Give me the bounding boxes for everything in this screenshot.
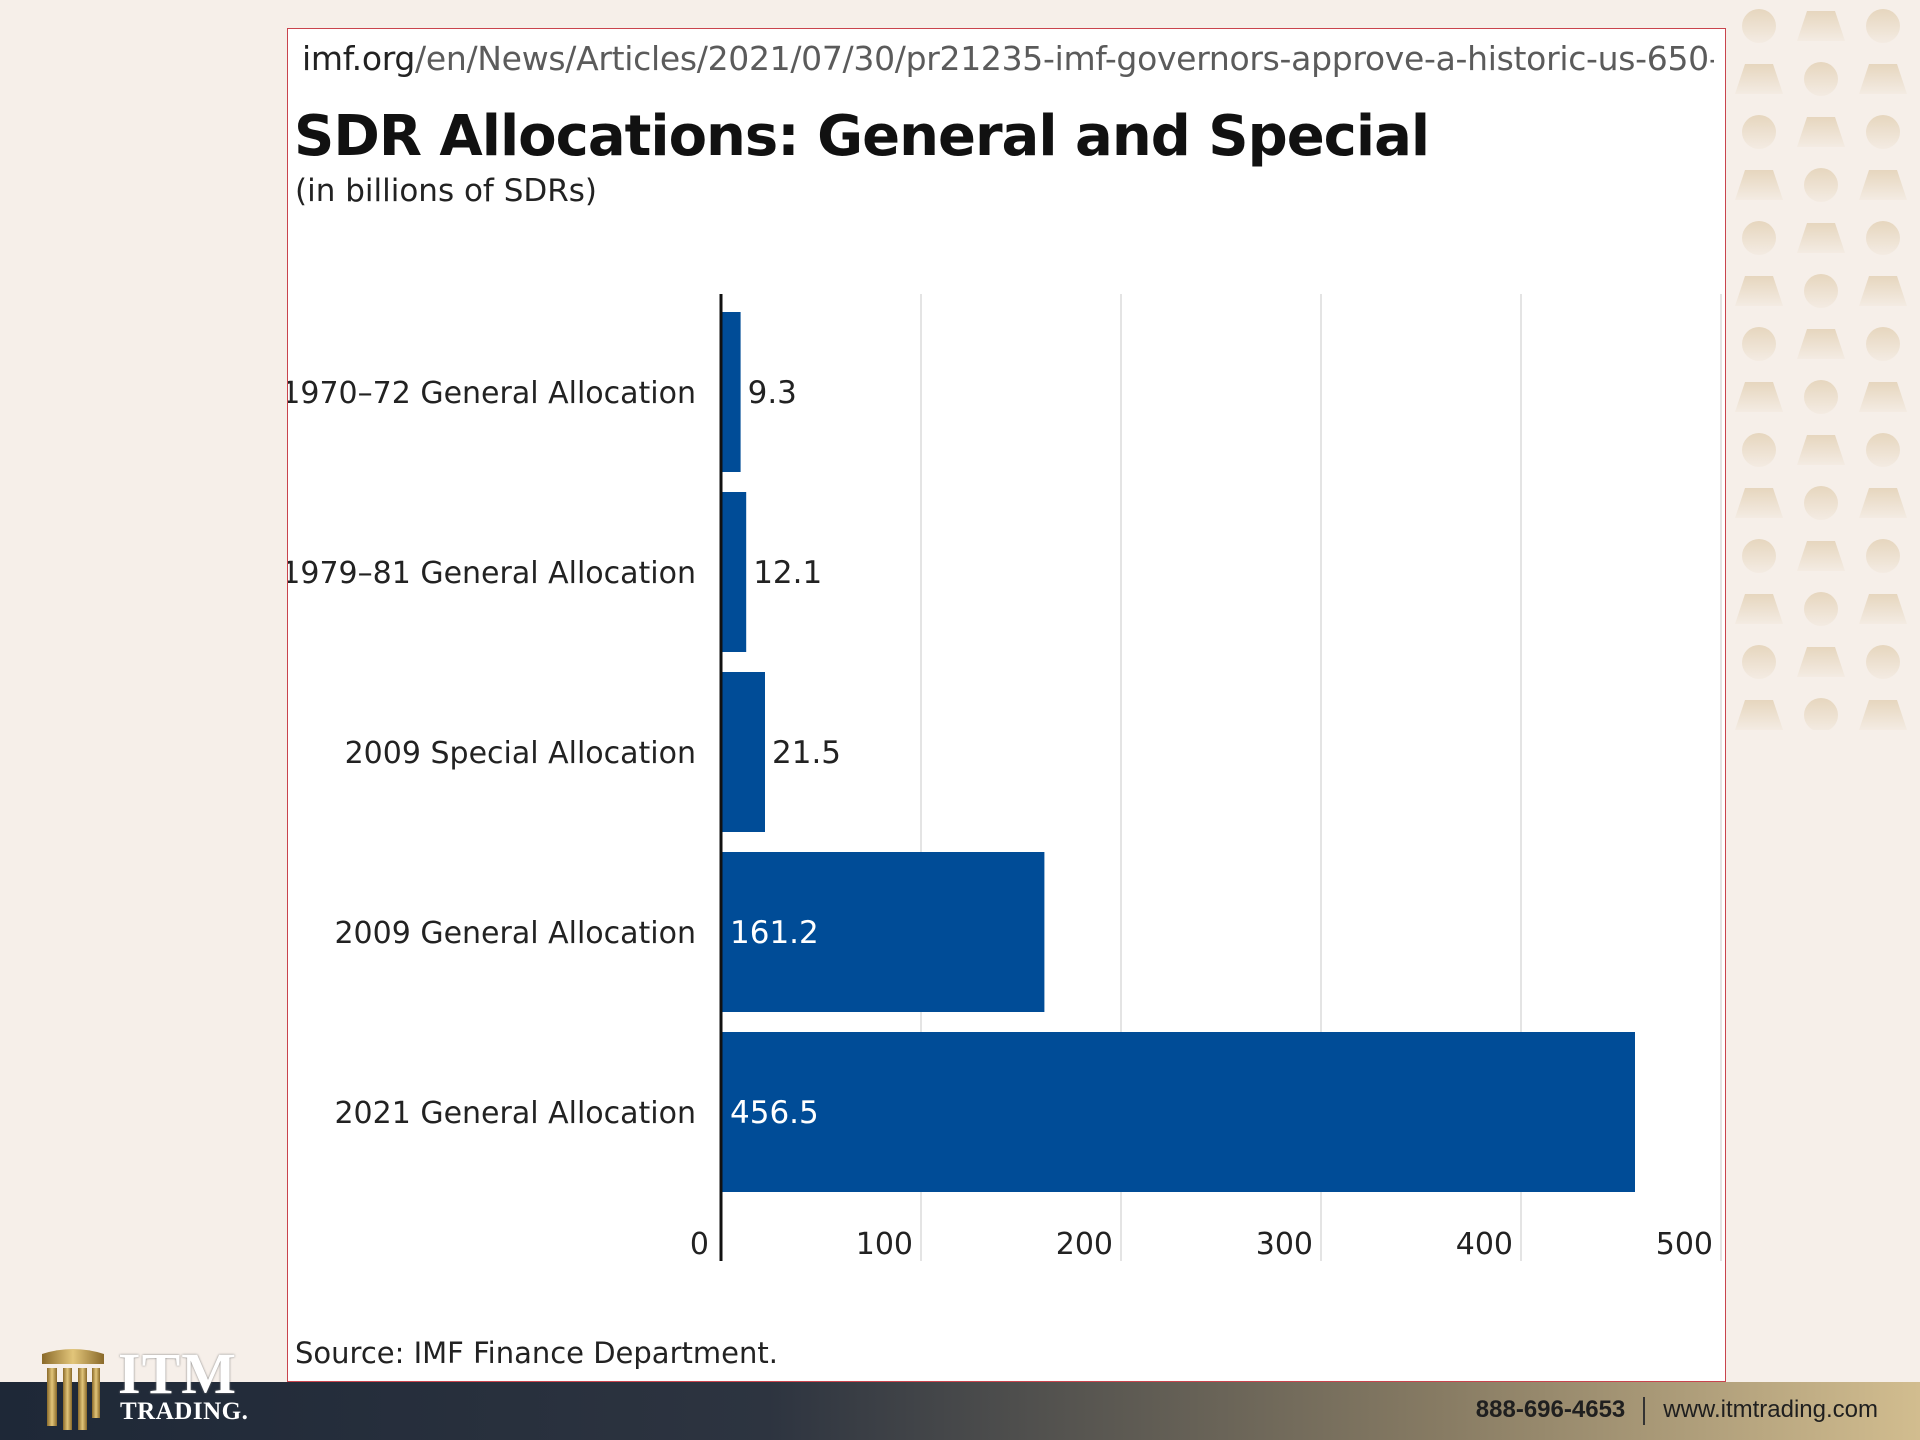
x-tick-label: 500 (1656, 1227, 1713, 1262)
category-label: 1970–72 General Allocation (288, 376, 696, 411)
divider (1643, 1396, 1646, 1425)
bar (722, 852, 1045, 1012)
value-labels: 9.3 12.1 21.5 161.2 456.5 (730, 375, 841, 1131)
decorative-pattern (1735, 9, 1907, 730)
value-label: 21.5 (772, 735, 841, 771)
category-label: 2009 General Allocation (334, 916, 696, 951)
url-bar[interactable]: imf.org/en/News/Articles/2021/07/30/pr21… (302, 39, 1714, 78)
x-tick-label: 400 (1456, 1227, 1513, 1262)
itm-trading-logo: ITM TRADING. (38, 1341, 258, 1434)
chart-title: SDR Allocations: General and Special (294, 104, 1430, 169)
url-path: /en/News/Articles/2021/07/30/pr21235-imf… (415, 39, 1714, 78)
x-tick-label: 0 (690, 1227, 709, 1262)
bar-chart: 1970–72 General Allocation 1979–81 Genera… (288, 294, 1722, 1262)
category-label: 2021 General Allocation (334, 1096, 696, 1131)
footer-bar: 888-696-4653 www.itmtrading.com (0, 1382, 1920, 1440)
value-label: 161.2 (730, 915, 819, 951)
category-label: 1979–81 General Allocation (288, 556, 696, 591)
value-label: 9.3 (748, 375, 797, 411)
contact-info: 888-696-4653 www.itmtrading.com (1476, 1396, 1878, 1425)
category-label: 2009 Special Allocation (345, 736, 696, 771)
value-label: 456.5 (730, 1095, 819, 1131)
bars (722, 312, 1635, 1192)
bar (722, 1032, 1635, 1192)
logo-text-itm: ITM (118, 1341, 237, 1406)
category-labels: 1970–72 General Allocation 1979–81 Genera… (288, 376, 696, 1131)
chart-source: Source: IMF Finance Department. (295, 1336, 778, 1370)
x-tick-label: 300 (1256, 1227, 1313, 1262)
x-tick-labels: 0 100 200 300 400 500 (690, 1227, 1713, 1262)
x-tick-label: 200 (1056, 1227, 1113, 1262)
bar (722, 312, 741, 472)
bar (722, 492, 747, 652)
logo-text-trading: TRADING. (120, 1398, 249, 1425)
pillar-icon (42, 1349, 104, 1430)
value-label: 12.1 (753, 555, 822, 591)
website-link[interactable]: www.itmtrading.com (1663, 1396, 1878, 1423)
x-tick-label: 100 (856, 1227, 913, 1262)
chart-subtitle: (in billions of SDRs) (295, 173, 598, 209)
screenshot-card: imf.org/en/News/Articles/2021/07/30/pr21… (287, 28, 1726, 1382)
url-host: imf.org (302, 39, 416, 78)
phone-number[interactable]: 888-696-4653 (1475, 1396, 1626, 1423)
bar (722, 672, 765, 832)
